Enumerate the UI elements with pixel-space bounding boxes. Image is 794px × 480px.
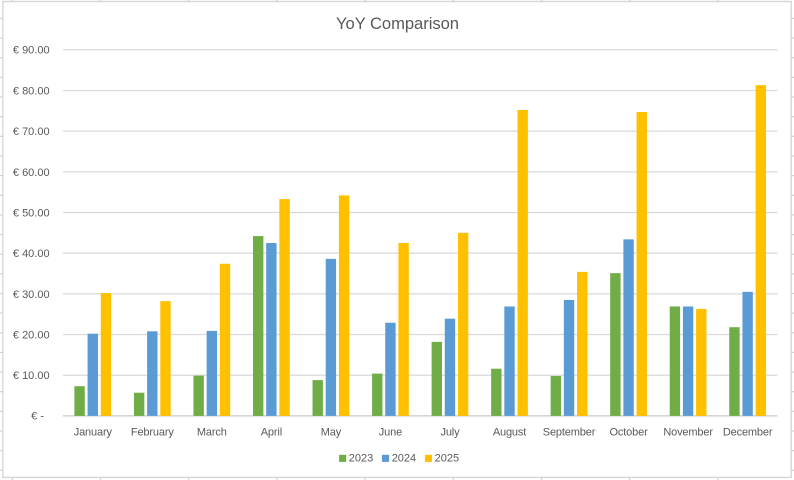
svg-text:2024: 2024 bbox=[392, 453, 416, 465]
svg-text:2023: 2023 bbox=[349, 453, 373, 465]
svg-text:2025: 2025 bbox=[435, 453, 459, 465]
svg-text:July: July bbox=[440, 426, 460, 438]
svg-text:€ 60.00: € 60.00 bbox=[13, 167, 50, 179]
svg-text:€ 70.00: € 70.00 bbox=[13, 126, 50, 138]
svg-text:€ 10.00: € 10.00 bbox=[13, 370, 50, 382]
svg-text:April: April bbox=[261, 426, 282, 438]
svg-text:August: August bbox=[493, 426, 526, 438]
svg-text:YoY Comparison: YoY Comparison bbox=[336, 14, 459, 33]
svg-text:January: January bbox=[74, 426, 113, 438]
svg-text:€ 20.00: € 20.00 bbox=[13, 329, 50, 341]
svg-text:October: October bbox=[610, 426, 649, 438]
svg-text:€ 90.00: € 90.00 bbox=[13, 45, 50, 57]
svg-text:December: December bbox=[723, 426, 773, 438]
svg-text:€ 50.00: € 50.00 bbox=[13, 207, 50, 219]
svg-text:€ -: € - bbox=[31, 411, 44, 423]
svg-text:€ 30.00: € 30.00 bbox=[13, 289, 50, 301]
svg-text:November: November bbox=[663, 426, 713, 438]
svg-text:€ 40.00: € 40.00 bbox=[13, 248, 50, 260]
svg-text:March: March bbox=[197, 426, 227, 438]
svg-text:June: June bbox=[379, 426, 402, 438]
svg-text:€ 80.00: € 80.00 bbox=[13, 85, 50, 97]
svg-text:September: September bbox=[543, 426, 596, 438]
svg-text:February: February bbox=[131, 426, 174, 438]
svg-text:May: May bbox=[321, 426, 342, 438]
